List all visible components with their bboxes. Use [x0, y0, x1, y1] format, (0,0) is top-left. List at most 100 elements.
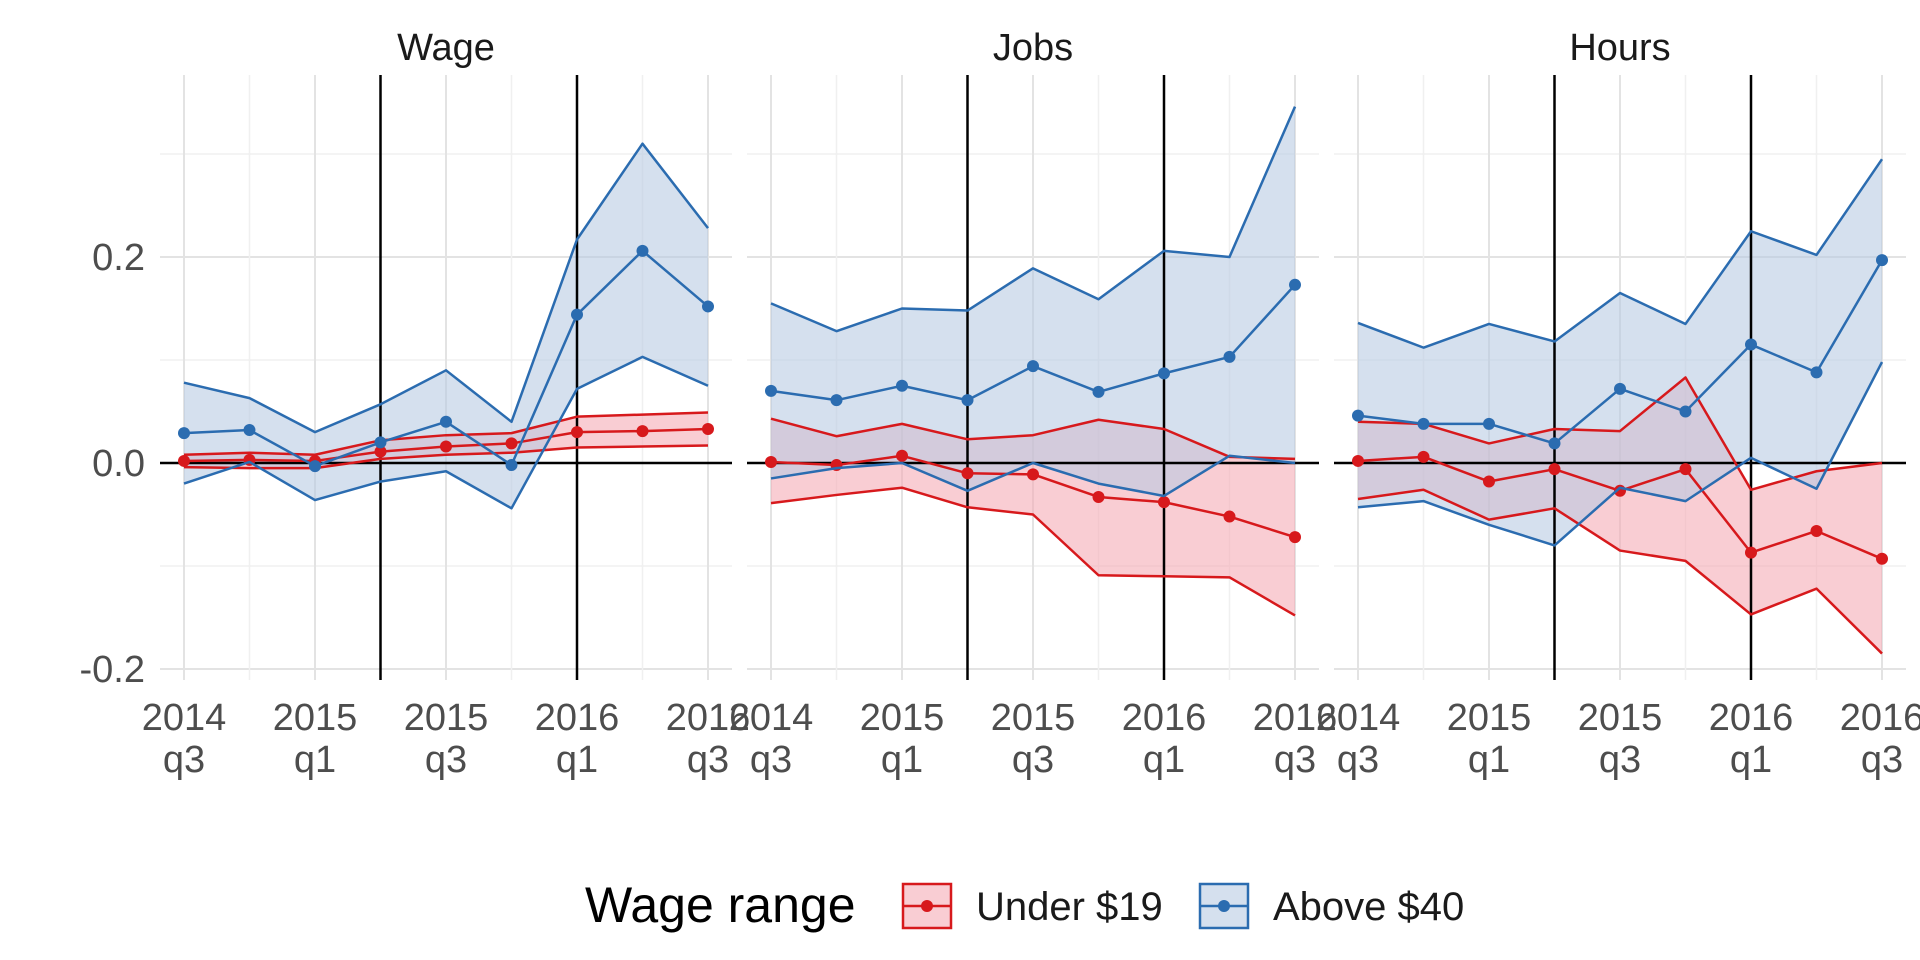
x-tick-label: q1	[556, 739, 598, 781]
data-point-above-40	[243, 424, 256, 437]
ci-lower-bound-above-40	[1357, 361, 1884, 547]
y-tick-label: 0.2	[92, 237, 145, 279]
data-point-above-40	[1417, 417, 1430, 430]
ci-lower-bound-under-19	[1357, 488, 1883, 655]
data-point-under-19	[1483, 475, 1495, 488]
x-tick-label: 2015	[860, 697, 945, 739]
panel-title-jobs: Jobs	[993, 27, 1073, 69]
legend-title: Wage range	[585, 877, 856, 933]
x-tick-label: q1	[294, 739, 336, 781]
ci-upper-bound-above-40	[770, 106, 1297, 333]
data-point-above-40	[440, 415, 452, 428]
ci-upper-bound-above-40	[183, 142, 709, 434]
x-tick-label: 2016	[535, 697, 620, 739]
data-point-under-19	[961, 467, 974, 480]
x-tick-label: 2016	[1253, 697, 1338, 739]
x-tick-label: q3	[1861, 739, 1903, 781]
panels: Wage2014q32015q12015q32016q12016q3-0.20.…	[80, 27, 1920, 781]
x-tick-label: 2016	[1709, 697, 1794, 739]
x-tick-label: q3	[750, 739, 792, 781]
x-tick-label: q1	[1143, 739, 1185, 781]
x-tick-label: q3	[1337, 739, 1379, 781]
data-point-above-40	[1810, 366, 1823, 379]
data-point-under-19	[1876, 552, 1888, 565]
ci-lower-bound-above-40	[183, 355, 709, 510]
x-tick-label: 2014	[142, 697, 227, 739]
data-point-under-19	[178, 454, 190, 467]
x-tick-label: q3	[1599, 739, 1641, 781]
data-point-under-19	[1223, 510, 1236, 523]
legend-key-above-40	[1198, 882, 1250, 930]
data-point-under-19	[1158, 496, 1170, 509]
data-point-above-40	[1027, 360, 1039, 373]
x-tick-label: q3	[687, 739, 729, 781]
legend-key-above-40-point	[1218, 900, 1230, 912]
data-point-under-19	[571, 426, 583, 439]
data-point-above-40	[374, 436, 387, 449]
legend-key-under-19	[901, 882, 953, 930]
data-point-above-40	[961, 394, 974, 407]
panel-wage: Wage2014q32015q12015q32016q12016q3-0.20.…	[80, 27, 751, 781]
x-tick-label: q3	[1012, 739, 1054, 781]
data-point-under-19	[440, 440, 452, 453]
data-point-under-19	[896, 449, 908, 462]
x-tick-label: 2015	[991, 697, 1076, 739]
data-point-above-40	[1483, 417, 1495, 430]
x-tick-label: q3	[163, 739, 205, 781]
data-point-above-40	[178, 427, 190, 440]
data-point-under-19	[1810, 524, 1823, 537]
panel-title-wage: Wage	[397, 27, 495, 69]
data-point-above-40	[571, 308, 583, 321]
data-point-above-40	[309, 460, 321, 473]
x-tick-label: 2014	[729, 697, 814, 739]
data-point-above-40	[1158, 367, 1170, 380]
data-point-above-40	[1548, 437, 1561, 450]
data-point-under-19	[1092, 490, 1105, 503]
y-tick-label: 0.0	[92, 443, 145, 485]
x-tick-label: q1	[881, 739, 923, 781]
x-tick-label: 2015	[1578, 697, 1663, 739]
ci-upper-bound-under-19	[183, 411, 709, 457]
legend: Wage range Under $19 Above $40	[585, 877, 1464, 933]
data-point-above-40	[830, 394, 843, 407]
data-point-under-19	[1548, 463, 1561, 476]
data-point-above-40	[702, 300, 714, 313]
data-point-above-40	[1679, 405, 1692, 418]
data-point-under-19	[1289, 531, 1301, 544]
x-tick-label: 2016	[1840, 697, 1920, 739]
data-point-above-40	[1352, 409, 1364, 422]
data-point-above-40	[505, 459, 518, 472]
legend-label-above-40: Above $40	[1273, 885, 1464, 929]
x-tick-label: 2014	[1316, 697, 1401, 739]
data-point-under-19	[636, 425, 649, 438]
legend-key-under-19-point	[921, 900, 933, 912]
data-point-above-40	[1223, 350, 1236, 363]
data-point-under-19	[1745, 546, 1757, 559]
x-tick-label: 2016	[1122, 697, 1207, 739]
data-point-under-19	[1027, 468, 1039, 481]
ci-lower-bound-under-19	[770, 486, 1296, 617]
x-tick-label: q1	[1468, 739, 1510, 781]
data-point-under-19	[1352, 454, 1364, 467]
data-point-above-40	[1876, 254, 1888, 267]
x-tick-label: 2015	[1447, 697, 1532, 739]
data-point-above-40	[896, 379, 908, 392]
data-point-under-19	[505, 437, 518, 450]
x-tick-label: q1	[1730, 739, 1772, 781]
data-point-above-40	[1745, 338, 1757, 351]
data-point-above-40	[1289, 278, 1301, 291]
ci-upper-bound-above-40	[1357, 158, 1884, 349]
data-point-under-19	[1679, 463, 1692, 476]
ci-lower-bound-above-40	[770, 454, 1296, 498]
data-point-under-19	[374, 445, 387, 458]
data-point-above-40	[636, 244, 649, 257]
x-tick-label: 2015	[404, 697, 489, 739]
y-tick-label: -0.2	[80, 649, 145, 691]
panel-title-hours: Hours	[1569, 27, 1670, 69]
ci-upper-bound-under-19	[770, 417, 1296, 461]
x-tick-label: q3	[425, 739, 467, 781]
data-point-under-19	[1417, 450, 1430, 463]
